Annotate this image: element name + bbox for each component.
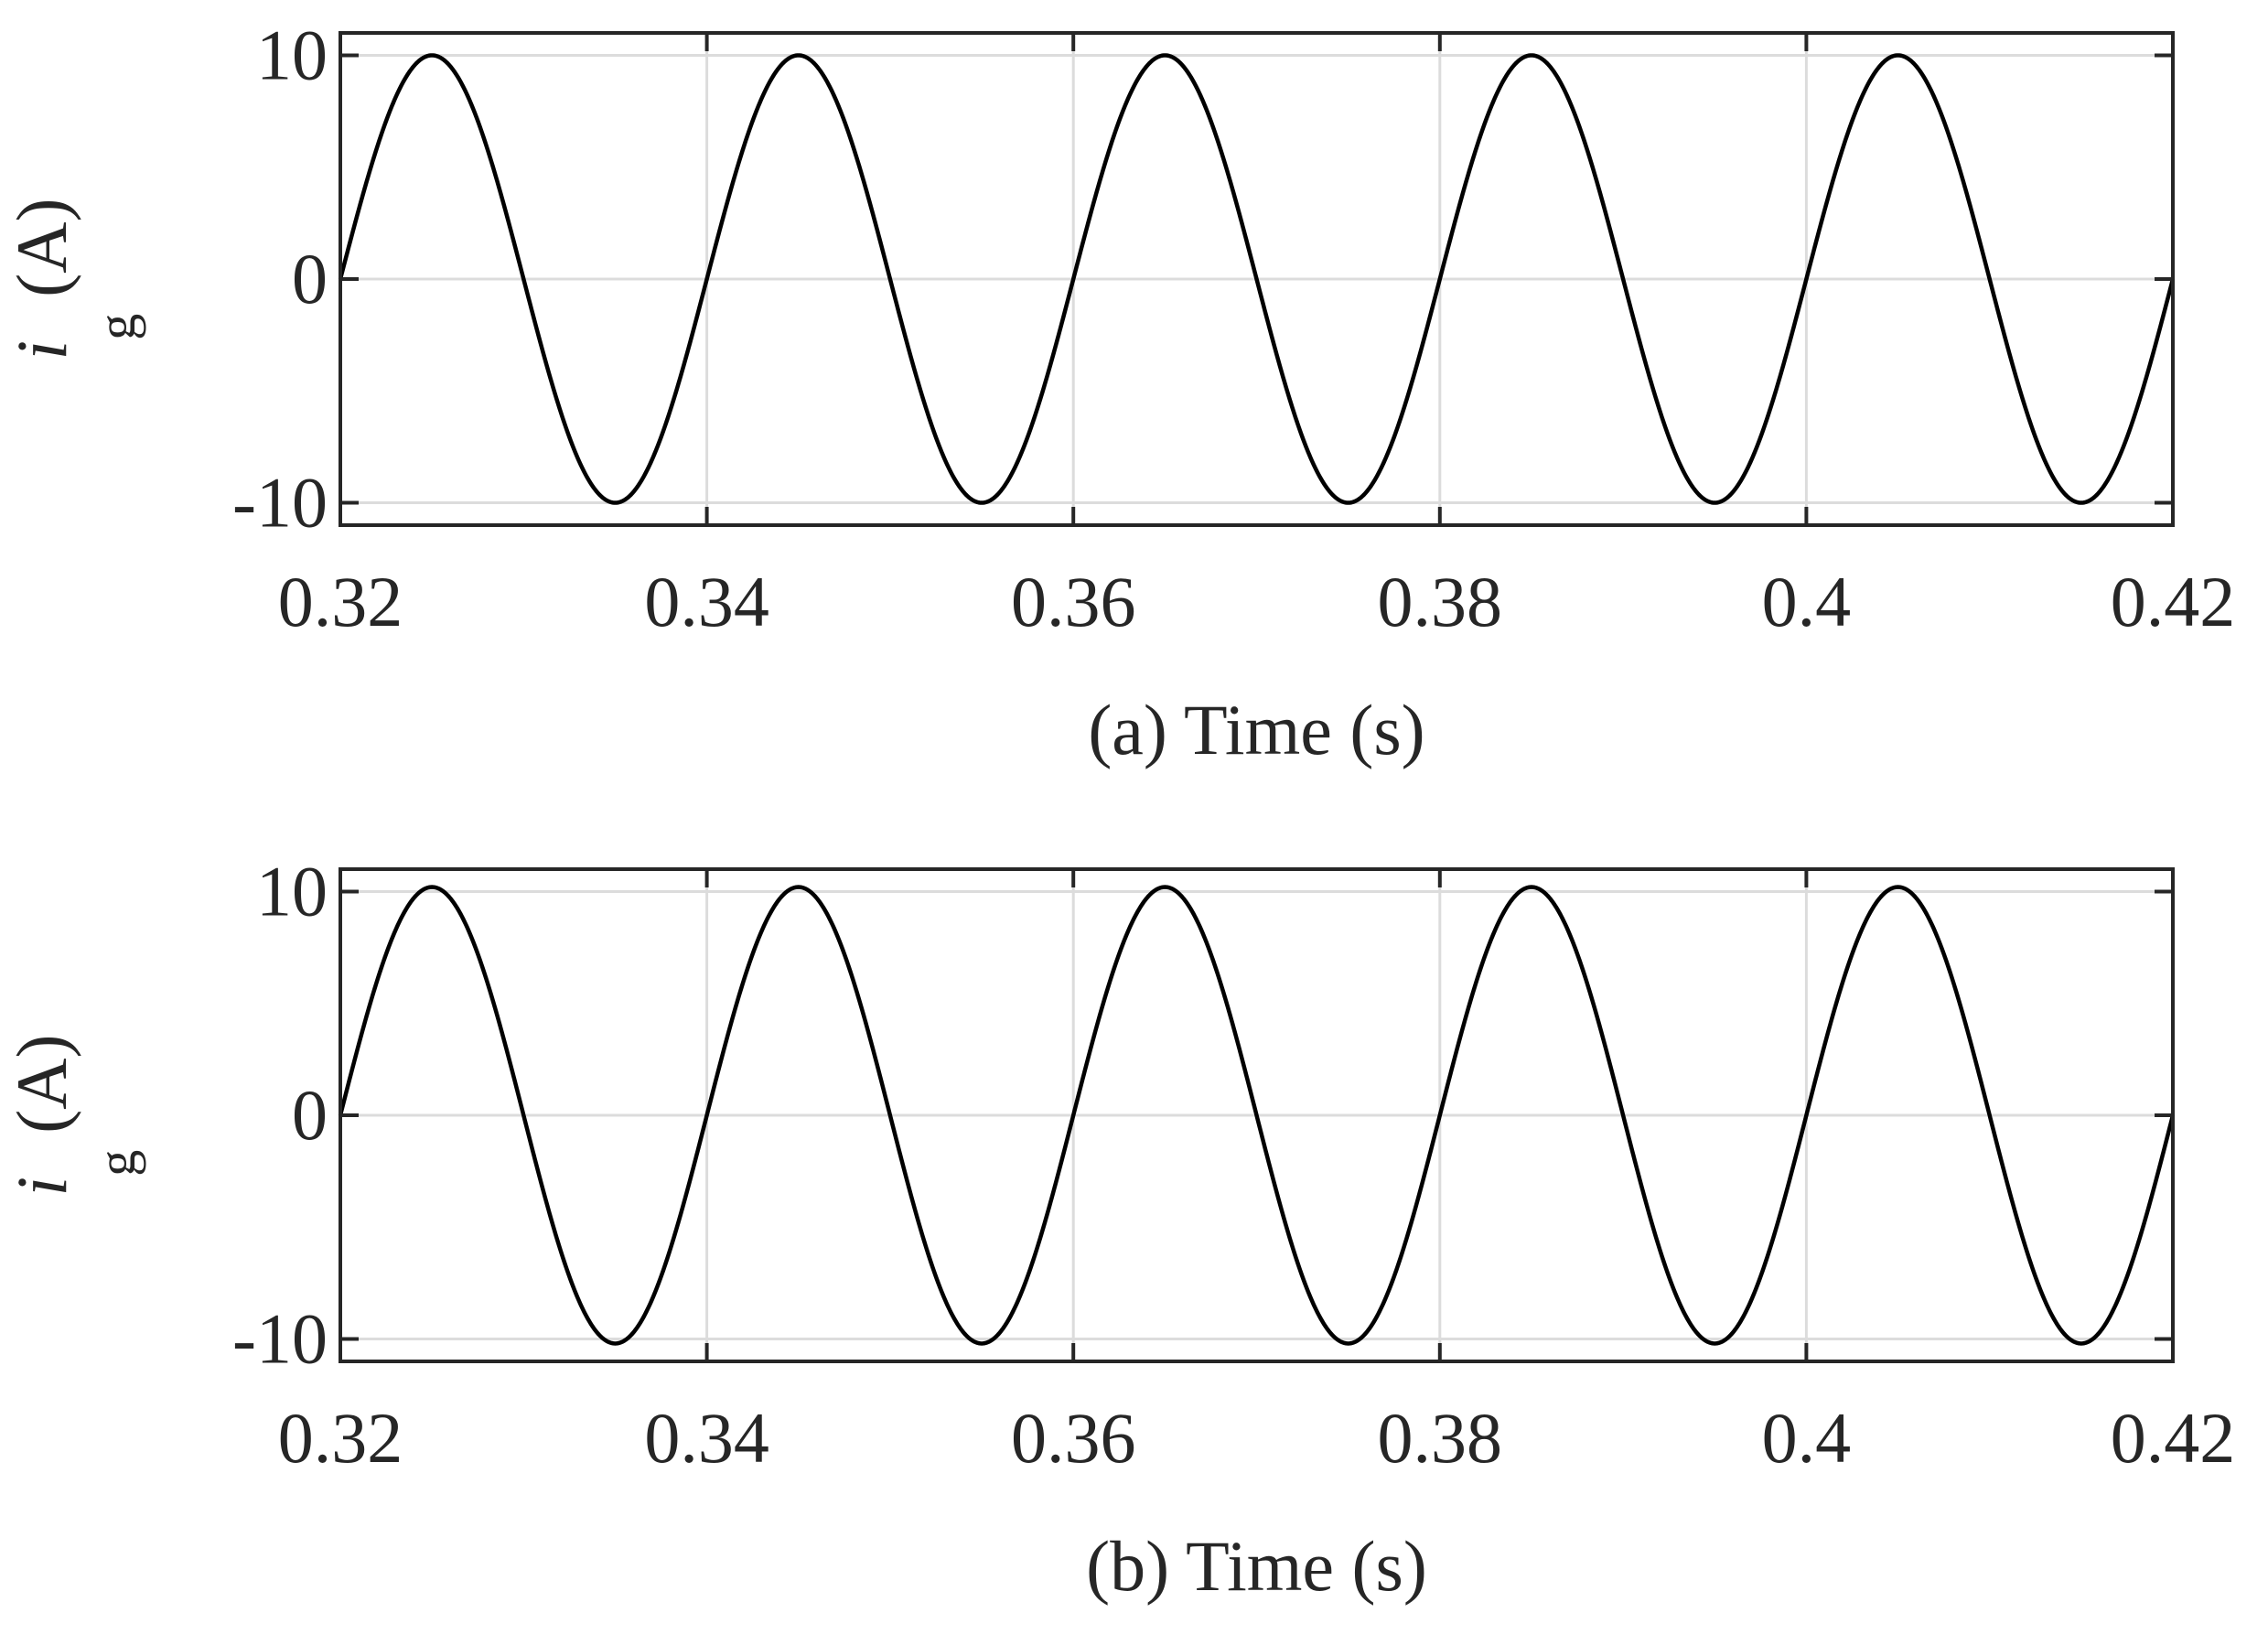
- y-axis-subscript: g: [87, 1150, 146, 1177]
- panel-a: 0.32 0.34 0.36 0.38 0.4 0.42 -10 0 10 (a) Time (s…: [2, 15, 2235, 769]
- x-tick-label: 0.32: [278, 1398, 403, 1478]
- current-trace: [338, 885, 2176, 1346]
- y-axis-unit: (A): [2, 1035, 81, 1134]
- y-axis-symbol: i: [2, 340, 81, 360]
- x-tick-label: 0.36: [1011, 1398, 1136, 1478]
- y-axis-unit: (A): [2, 199, 81, 297]
- current-trace: [338, 53, 2176, 505]
- y-axis-subscript: g: [87, 314, 146, 340]
- x-tick-label: 0.42: [2111, 1398, 2236, 1478]
- y-tick-label: 0: [292, 1075, 328, 1155]
- y-tick-label: 10: [256, 851, 328, 930]
- x-axis-label: (b) Time (s): [1086, 1526, 1427, 1606]
- y-tick-label: 10: [256, 15, 328, 94]
- y-tick-label: -10: [232, 463, 328, 543]
- y-axis-label: ig(A): [2, 1035, 146, 1197]
- x-tick-label: 0.4: [1762, 1398, 1852, 1478]
- x-tick-label: 0.38: [1378, 1398, 1503, 1478]
- panel-b: 0.32 0.34 0.36 0.38 0.4 0.42 -10 0 10 (b) Time (s…: [2, 851, 2235, 1606]
- x-tick-label: 0.32: [278, 562, 403, 641]
- x-tick-label: 0.36: [1011, 562, 1136, 641]
- x-tick-label: 0.42: [2111, 562, 2236, 641]
- x-axis-label: (a) Time (s): [1088, 690, 1424, 769]
- x-tick-label: 0.34: [644, 1398, 769, 1478]
- y-tick-label: -10: [232, 1299, 328, 1379]
- y-axis-symbol: i: [2, 1177, 81, 1197]
- x-tick-label: 0.34: [644, 562, 769, 641]
- x-tick-label: 0.4: [1762, 562, 1852, 641]
- y-tick-label: 0: [292, 239, 328, 318]
- y-axis-label: ig(A): [2, 199, 146, 360]
- x-tick-label: 0.38: [1378, 562, 1503, 641]
